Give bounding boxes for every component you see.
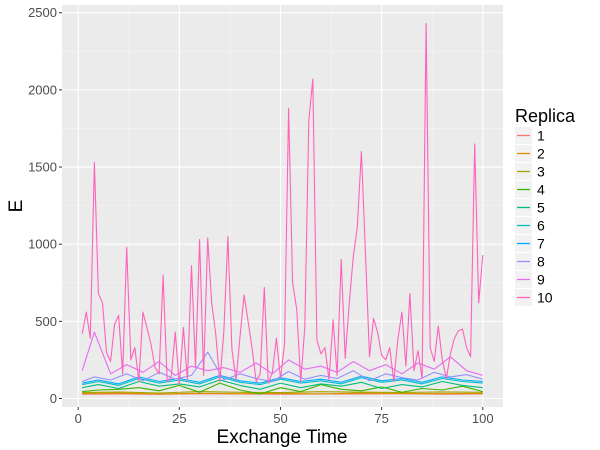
legend-label: 3	[537, 164, 545, 180]
panel-background	[62, 5, 503, 407]
series-lines	[81, 22, 484, 395]
legend-item-replica-6: 6	[515, 217, 545, 234]
legend-label: 6	[537, 218, 545, 234]
x-tick-label: 25	[172, 411, 186, 426]
legend-label: 5	[537, 200, 545, 216]
legend: 1 2 3 4 5 6 7 8 9 10	[515, 127, 553, 306]
legend-item-replica-10: 10	[515, 289, 553, 306]
series-line-replica-3	[82, 391, 483, 394]
x-tick-label: 100	[472, 411, 494, 426]
legend-item-replica-4: 4	[515, 181, 545, 198]
series-line-replica-10	[81, 22, 484, 386]
x-tick-label: 50	[273, 411, 287, 426]
series-line-replica-6	[82, 376, 483, 386]
legend-label: 9	[537, 272, 545, 288]
y-tick-label: 1000	[28, 237, 57, 252]
legend-label: 8	[537, 254, 545, 270]
legend-label: 7	[537, 236, 545, 252]
y-tick-label: 500	[35, 314, 57, 329]
legend-item-replica-9: 9	[515, 271, 545, 288]
x-tick-labels: 0 25 50 75 100	[75, 411, 494, 426]
legend-title: Replica	[515, 106, 576, 126]
minor-gridlines	[62, 5, 503, 407]
y-axis-title: E	[6, 200, 27, 213]
y-tick-labels: 0 500 1000 1500 2000 2500	[28, 5, 57, 406]
x-tick-label: 75	[374, 411, 388, 426]
legend-label: 2	[537, 146, 545, 162]
legend-label: 10	[537, 290, 553, 306]
legend-item-replica-3: 3	[515, 163, 545, 180]
y-tick-label: 2000	[28, 82, 57, 97]
x-axis-title: Exchange Time	[217, 427, 348, 448]
legend-item-replica-8: 8	[515, 253, 545, 270]
legend-item-replica-5: 5	[515, 199, 545, 216]
legend-label: 4	[537, 182, 545, 198]
axis-ticks	[59, 12, 484, 410]
y-tick-label: 1500	[28, 160, 57, 175]
series-line-replica-2	[82, 392, 483, 395]
series-line-replica-4	[82, 382, 483, 395]
series-line-replica-5	[82, 379, 483, 390]
legend-item-replica-2: 2	[515, 145, 545, 162]
x-tick-label: 0	[75, 411, 82, 426]
major-gridlines	[62, 5, 503, 407]
y-tick-label: 0	[50, 391, 57, 406]
y-tick-label: 2500	[28, 5, 57, 20]
legend-label: 1	[537, 128, 545, 144]
legend-item-replica-7: 7	[515, 235, 545, 252]
legend-item-replica-1: 1	[515, 127, 545, 144]
